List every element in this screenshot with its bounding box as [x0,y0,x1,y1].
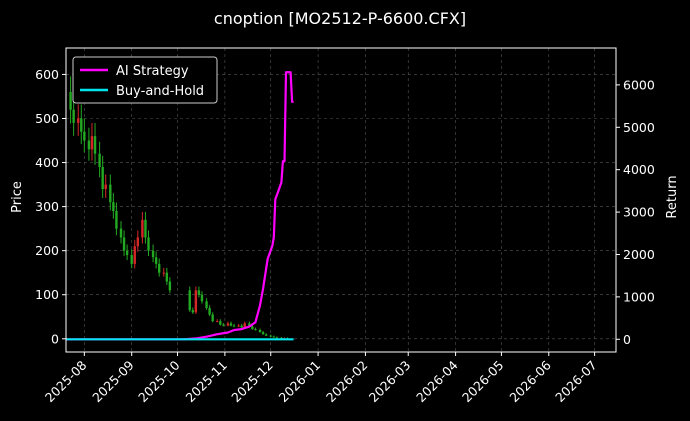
price-candle [243,323,246,328]
price-candle [191,310,195,313]
grid [66,48,616,352]
y-tick-label: 400 [35,155,59,170]
price-candle [208,307,211,315]
price-candle [188,290,191,311]
price-candle [165,272,169,282]
y2-tick-label: 1000 [623,289,655,304]
price-candle [269,335,272,337]
price-candle [112,202,115,212]
price-candle [119,228,123,238]
y2-tick-label: 2000 [623,247,655,262]
y-axis-label: Price [10,181,25,213]
price-candle [104,184,107,189]
price-candle [141,219,144,238]
x-tick-label: 2026-07 [552,358,600,406]
price-candle [264,334,268,336]
tick-labels: 0100200300400500600010002000300040005000… [35,67,655,405]
price-candle [237,325,240,327]
price-candle [115,211,118,229]
price-candle [122,237,126,251]
x-tick-label: 2025-12 [228,358,276,406]
y-tick-label: 100 [35,287,59,302]
price-candle [168,281,172,291]
price-candle [154,257,158,264]
price-candle [216,321,219,323]
x-tick-label: 2025-10 [135,357,183,405]
y-tick-label: 500 [35,111,59,126]
price-candle [254,329,257,331]
price-candle [144,219,147,238]
legend-ai-label: AI Strategy [116,64,189,79]
price-candle [222,324,225,326]
y-tick-label: 300 [35,199,59,214]
price-candle [251,326,254,330]
price-candle [162,272,165,274]
price-candle [157,263,161,273]
price-candle [229,323,233,326]
x-tick-label: 2026-06 [506,357,554,405]
ai-strategy-line [66,71,294,341]
price-candle [205,301,208,308]
price-candle [98,153,101,167]
x-tick-label: 2025-11 [182,358,230,406]
strategy-lines [66,71,294,341]
y-tick-label: 200 [35,243,59,258]
y2-tick-label: 6000 [623,77,655,92]
plot-frame [65,47,617,353]
price-candle [194,290,198,313]
price-candle [232,325,236,327]
price-candle [258,329,262,333]
price-candle [77,118,80,123]
price-candle [83,131,86,141]
price-candle [200,294,204,302]
y2-tick-label: 4000 [623,162,655,177]
price-candle [130,255,133,264]
legend-bh-label: Buy-and-Hold [116,84,204,99]
y-tick-label: 0 [51,331,59,346]
price-candle [226,323,230,326]
legend-frame [72,56,218,104]
price-candle [133,246,136,264]
price-candle [147,237,150,251]
x-tick-label: 2026-05 [459,358,507,406]
price-candle [125,250,129,256]
price-candle [136,237,140,247]
y2-axis-label: Return [665,175,680,218]
price-candle [240,325,243,328]
price-candle [261,332,265,335]
axes [62,47,620,356]
price-candle [197,290,201,295]
legend: AI Strategy Buy-and-Hold [72,56,218,104]
price-candle [101,166,104,189]
x-tick-label: 2026-04 [413,357,461,405]
chart-title: cnoption [MO2512-P-6600.CFX] [214,9,466,28]
price-candle [275,337,279,339]
price-candle [219,321,222,325]
x-tick-label: 2025-09 [89,357,137,405]
price-candle [272,336,275,338]
x-tick-label: 2026-02 [323,358,371,406]
price-candles [69,76,289,340]
y2-tick-label: 0 [623,332,631,347]
price-candle [211,314,214,322]
y2-tick-label: 3000 [623,205,655,220]
y2-tick-label: 5000 [623,120,655,135]
x-tick-label: 2026-03 [366,358,414,406]
price-candle [93,136,97,154]
price-candle [151,250,155,258]
x-tick-label: 2025-08 [42,357,90,405]
price-candle [69,92,72,110]
price-candle [109,184,112,203]
price-candle [90,136,94,150]
price-candle [87,140,91,150]
price-candle [248,323,251,327]
price-candle [80,118,83,132]
x-tick-label: 2026-01 [276,358,324,406]
y-tick-label: 600 [35,67,59,82]
price-candle [72,109,75,123]
